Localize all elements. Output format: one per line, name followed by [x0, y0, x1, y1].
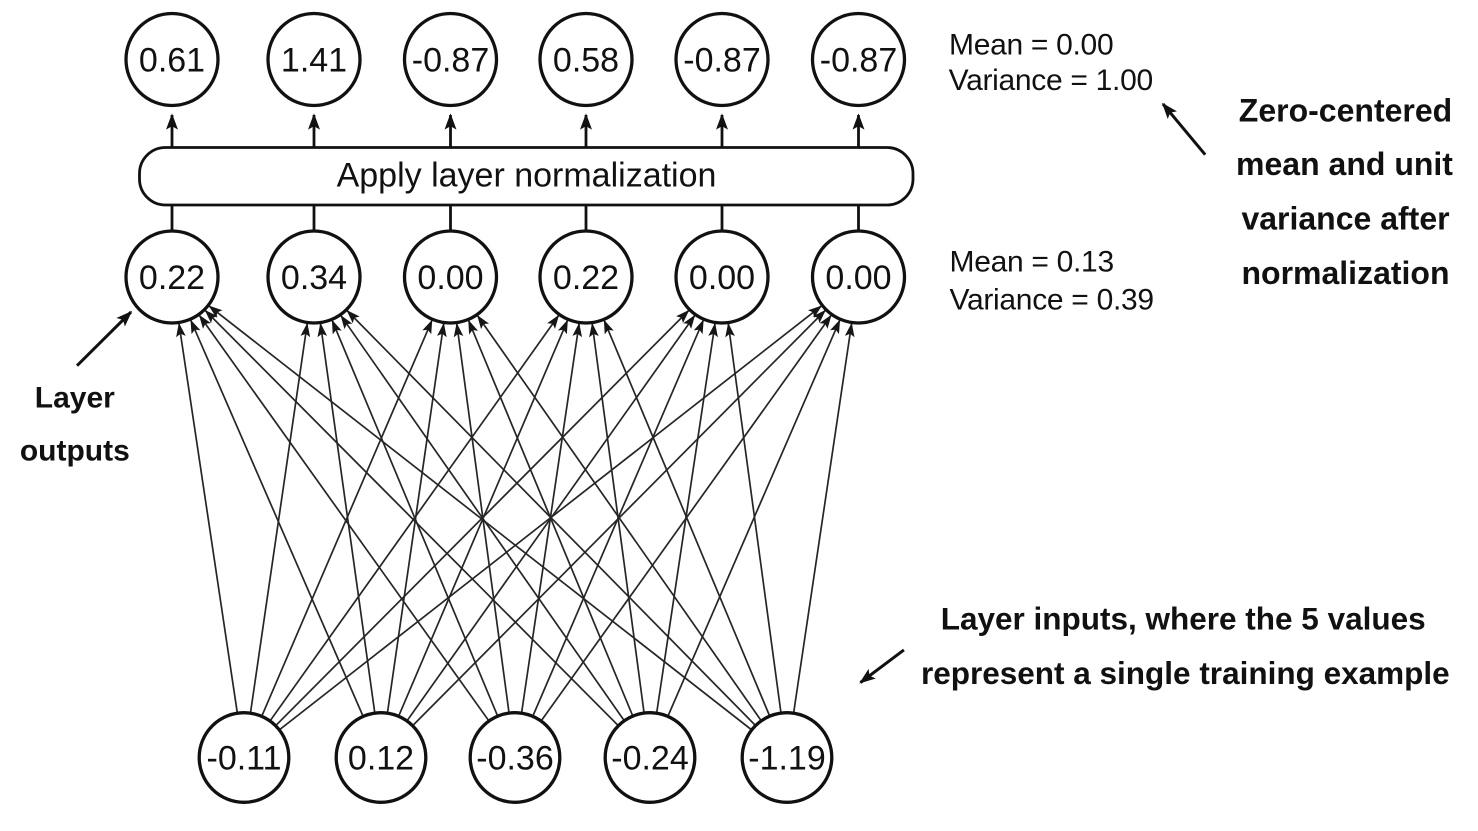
svg-text:variance after: variance after: [1241, 201, 1449, 237]
svg-text:0.00: 0.00: [417, 259, 483, 297]
svg-text:0.34: 0.34: [281, 259, 347, 297]
svg-text:0.12: 0.12: [348, 740, 414, 778]
svg-text:mean and unit: mean and unit: [1236, 146, 1453, 182]
svg-text:-0.87: -0.87: [412, 42, 490, 80]
svg-text:Mean = 0.00: Mean = 0.00: [949, 29, 1113, 62]
svg-text:outputs: outputs: [20, 434, 130, 467]
svg-text:-0.36: -0.36: [476, 740, 554, 778]
svg-text:-1.19: -1.19: [748, 740, 826, 778]
svg-text:Variance = 0.39: Variance = 0.39: [950, 283, 1154, 316]
svg-text:-0.11: -0.11: [207, 740, 282, 778]
svg-text:normalization: normalization: [1241, 255, 1449, 291]
svg-text:Variance = 1.00: Variance = 1.00: [949, 64, 1153, 97]
svg-text:1.41: 1.41: [281, 42, 347, 80]
svg-text:-0.87: -0.87: [820, 42, 898, 80]
svg-text:-0.24: -0.24: [611, 740, 689, 778]
svg-text:0.00: 0.00: [825, 259, 891, 297]
svg-text:Layer: Layer: [35, 381, 115, 414]
svg-text:0.61: 0.61: [139, 42, 205, 80]
svg-text:represent a single training ex: represent a single training example: [921, 655, 1450, 691]
svg-text:0.22: 0.22: [553, 259, 619, 297]
svg-text:Layer inputs, where the 5 valu: Layer inputs, where the 5 values: [941, 601, 1426, 637]
svg-text:-0.87: -0.87: [683, 42, 761, 80]
svg-text:Mean = 0.13: Mean = 0.13: [950, 245, 1114, 278]
svg-text:0.22: 0.22: [139, 259, 205, 297]
svg-text:0.58: 0.58: [553, 42, 619, 80]
svg-text:Zero-centered: Zero-centered: [1239, 92, 1452, 128]
svg-text:0.00: 0.00: [689, 259, 755, 297]
svg-text:Apply layer normalization: Apply layer normalization: [337, 157, 717, 195]
